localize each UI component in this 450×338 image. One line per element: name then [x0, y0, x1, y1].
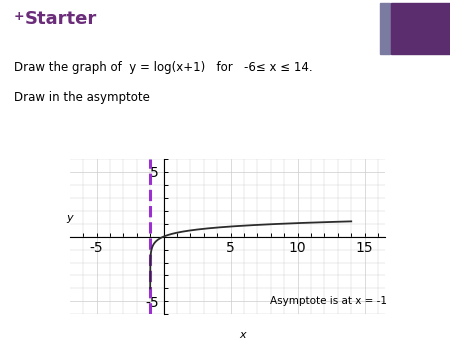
- Text: Starter: Starter: [25, 10, 97, 28]
- Text: y: y: [67, 213, 73, 223]
- Text: Draw the graph of  y = log(x+1)   for   -6≤ x ≤ 14.: Draw the graph of y = log(x+1) for -6≤ x…: [14, 61, 312, 74]
- Text: Asymptote is at x = -1: Asymptote is at x = -1: [270, 296, 387, 306]
- Text: +: +: [14, 10, 24, 23]
- Text: Draw in the asymptote: Draw in the asymptote: [14, 91, 149, 104]
- Text: x: x: [240, 330, 246, 338]
